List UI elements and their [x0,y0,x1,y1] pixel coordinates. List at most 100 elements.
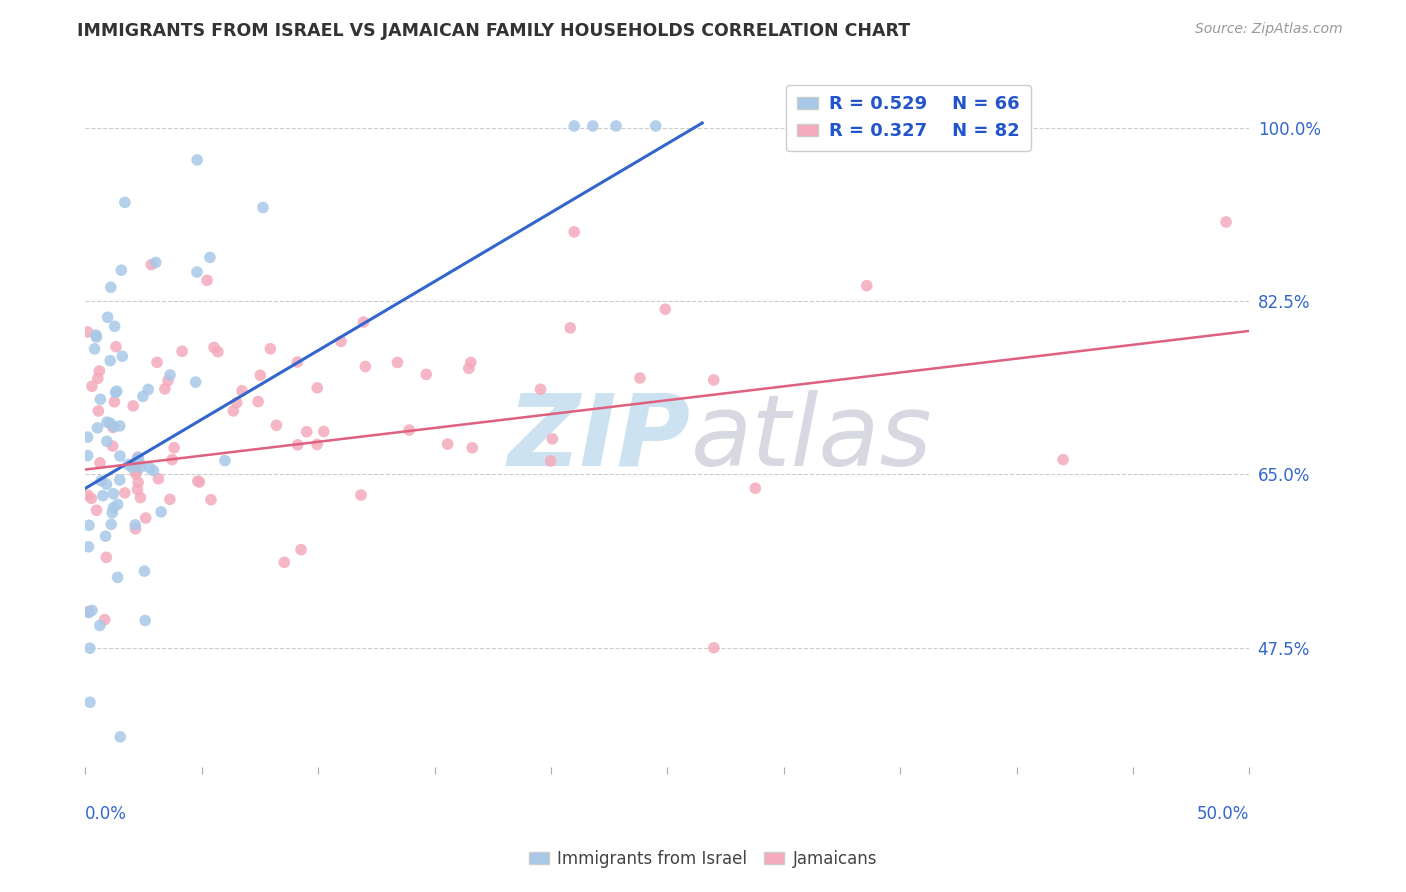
Point [96,550,118,565]
Point [94,529,117,543]
Point [104,340,127,354]
Point [266,418,288,433]
Point [127,475,149,490]
Point [76,488,98,502]
Point [103,419,125,434]
Point [111,349,134,363]
Text: atlas: atlas [690,390,932,487]
Point [529,382,551,396]
Point [436,437,458,451]
Legend: R = 0.529    N = 66, R = 0.327    N = 82: R = 0.529 N = 66, R = 0.327 N = 82 [786,85,1031,152]
Text: 50.0%: 50.0% [1197,805,1250,823]
Point [91,489,114,503]
Point [855,278,877,293]
Point [307,381,329,395]
Point [129,460,152,475]
Point [145,255,167,269]
Point [76,605,98,619]
Point [312,425,335,439]
Point [83,342,105,356]
Point [77,606,100,620]
Point [103,500,125,515]
Point [117,458,139,472]
Point [207,344,229,359]
Point [141,258,163,272]
Point [134,564,156,578]
Point [97,310,120,325]
Point [100,280,122,294]
Point [127,450,149,465]
Point [156,374,179,388]
Point [231,384,253,398]
Point [295,425,318,439]
Point [84,328,107,343]
Point [195,273,218,287]
Point [96,415,118,429]
Point [96,477,118,491]
Point [172,344,194,359]
Point [387,355,409,369]
Point [128,456,150,470]
Point [89,392,111,407]
Point [87,404,110,418]
Point [142,464,165,478]
Point [77,518,100,533]
Point [350,488,373,502]
Point [202,341,225,355]
Point [103,394,125,409]
Point [460,355,482,369]
Point [125,453,148,467]
Point [703,373,725,387]
Point [121,460,143,475]
Point [187,474,209,488]
Point [703,640,725,655]
Point [86,421,108,435]
Point [134,614,156,628]
Point [273,555,295,569]
Point [354,359,377,374]
Point [146,355,169,369]
Point [186,153,208,167]
Point [105,384,128,398]
Point [1215,215,1237,229]
Point [108,473,131,487]
Point [98,353,121,368]
Point [457,361,479,376]
Point [96,434,118,449]
Point [104,319,127,334]
Point [107,497,129,511]
Point [110,730,132,744]
Point [225,395,247,409]
Point [200,492,222,507]
Text: ZIP: ZIP [508,390,690,487]
Point [222,404,245,418]
Point [628,371,651,385]
Point [101,439,124,453]
Point [398,423,420,437]
Point [153,382,176,396]
Point [76,449,98,463]
Point [330,334,353,349]
Point [100,517,122,532]
Point [114,195,136,210]
Point [124,522,146,536]
Point [1052,452,1074,467]
Point [259,342,281,356]
Point [90,474,112,488]
Point [127,450,149,465]
Point [188,475,211,489]
Point [247,394,270,409]
Point [80,603,103,617]
Point [125,467,148,481]
Point [249,368,271,383]
Legend: Immigrants from Israel, Jamaicans: Immigrants from Israel, Jamaicans [523,844,883,875]
Point [79,695,101,709]
Point [744,481,766,495]
Point [214,453,236,467]
Point [108,449,131,463]
Point [159,492,181,507]
Text: 0.0%: 0.0% [86,805,127,823]
Point [80,491,103,506]
Point [605,119,627,133]
Point [160,452,183,467]
